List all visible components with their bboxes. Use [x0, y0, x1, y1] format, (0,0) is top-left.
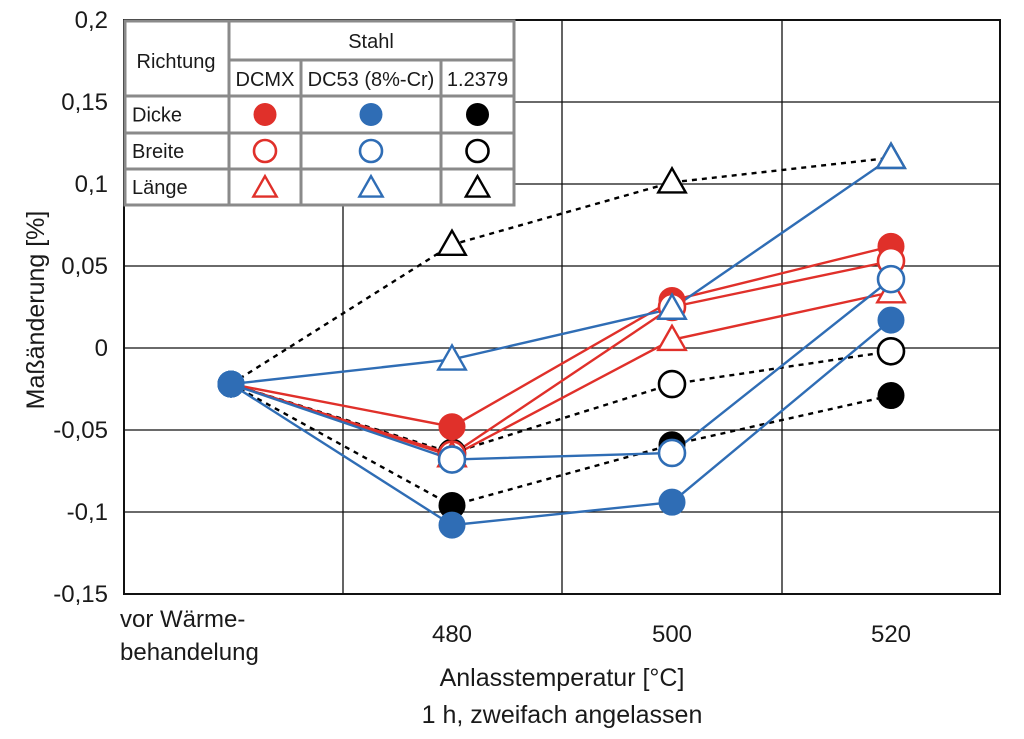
legend-row-label: Dicke: [132, 105, 182, 127]
legend-marker: [252, 138, 278, 164]
x-axis-subtitle: 1 h, zweifach angelassen: [422, 701, 703, 729]
y-tick-label: -0,15: [53, 581, 108, 608]
data-point: [876, 264, 906, 294]
y-tick-label: 0,2: [75, 7, 108, 34]
plot-frame: [123, 19, 1001, 595]
data-point: [656, 165, 688, 194]
legend-marker: [357, 173, 385, 198]
series-line: [230, 291, 892, 458]
legend-row-label: Länge: [132, 177, 188, 199]
y-axis-title: Maßänderung [%]: [22, 211, 50, 410]
legend-background: [125, 21, 515, 205]
legend-header-stahl: Stahl: [348, 31, 394, 53]
y-tick-label: 0,05: [61, 253, 108, 280]
legend-marker: [465, 138, 490, 164]
data-point: [656, 323, 688, 352]
series-line: [230, 245, 892, 428]
x-tick-label: 520: [871, 621, 911, 648]
legend-marker: [253, 103, 277, 126]
series-line: [230, 350, 892, 455]
data-point: [658, 488, 686, 516]
legend-steel-label: DC53 (8%-Cr): [308, 69, 435, 91]
series-line: [230, 383, 892, 507]
data-point: [436, 343, 468, 371]
y-tick-label: -0,05: [53, 417, 108, 444]
y-ticks: -0,15 -0,1 -0,05 0 0,05 0,1 0,15 0,2: [53, 7, 108, 608]
data-point: [657, 438, 687, 468]
legend-marker: [463, 173, 492, 198]
legend-marker: [466, 103, 489, 126]
series-line: [230, 278, 892, 461]
data-point: [656, 292, 688, 320]
legend-steel-label: DCMX: [236, 69, 295, 91]
legend-marker: [359, 103, 383, 126]
legend-header-richtung: Richtung: [137, 51, 216, 73]
x-tick-label: vor Wärme-: [120, 606, 245, 633]
data-point: [436, 228, 468, 256]
x-ticks: vor Wärme-behandelung 480 500 520: [120, 606, 911, 666]
data-point: [657, 369, 687, 399]
data-point: [437, 445, 467, 474]
y-tick-label: 0,15: [61, 89, 108, 116]
series-line: [230, 156, 892, 386]
data-point: [875, 141, 907, 170]
legend-steel-label: 1.2379: [447, 69, 508, 91]
series-layer: [217, 141, 907, 539]
legend: Richtung Stahl DCMX DC53 (8%-Cr) 1.2379 Dicke…: [123, 19, 516, 207]
legend-marker: [251, 173, 279, 198]
y-tick-label: -0,1: [67, 499, 108, 526]
data-point: [438, 511, 466, 539]
y-tick-label: 0: [95, 335, 108, 362]
legend-marker: [358, 138, 384, 164]
series-line: [230, 319, 892, 527]
x-tick-label: 500: [652, 621, 692, 648]
series-line: [230, 156, 892, 386]
data-point: [217, 370, 245, 398]
data-point: [877, 306, 905, 334]
x-tick-label: behandelung: [120, 639, 259, 666]
data-point: [877, 382, 905, 410]
data-point: [876, 336, 906, 366]
legend-border: [123, 19, 516, 207]
x-axis-title: Anlasstemperatur [°C]: [440, 664, 685, 692]
y-tick-label: 0,1: [75, 171, 108, 198]
legend-row-label: Breite: [132, 141, 184, 163]
x-tick-label: 480: [432, 621, 472, 648]
data-point: [438, 413, 466, 441]
